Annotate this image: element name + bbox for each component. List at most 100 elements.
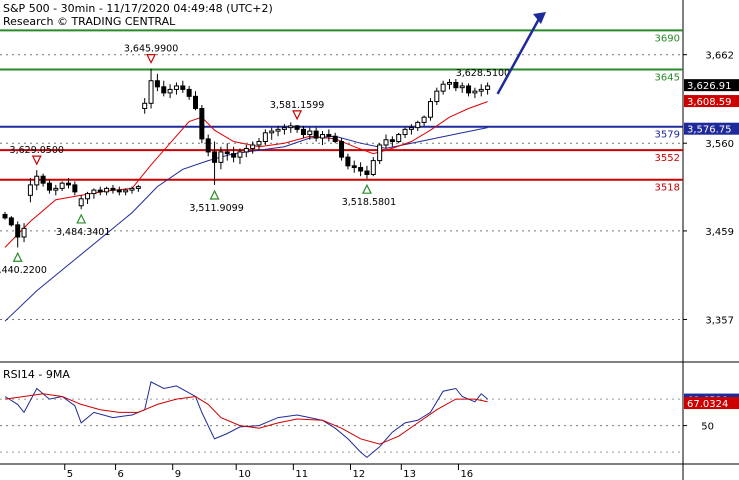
candle-body [148,80,154,104]
candle-body [142,102,148,110]
date-tick-label: 11 [295,469,308,480]
level-label: 3552 [655,153,680,164]
candle-body [377,144,383,162]
low-label: 3,518.5801 [342,197,396,208]
high-label: 3,645.9900 [124,44,178,55]
candle-body [281,127,287,130]
level-lines: 3690 3645 3579 3552 3518 [0,29,683,194]
candle-body [135,186,141,189]
low-label: 3,511.9099 [189,203,243,214]
date-axis: 5 6 9 10 11 12 13 16 [64,464,473,480]
candle-body [243,147,249,153]
level-label: 3518 [655,183,680,194]
candle-body [262,132,268,143]
candle-body [389,139,395,143]
chart-source: Research © TRADING CENTRAL [3,15,176,28]
price-axis: 3,357 3,459 3,560 3,662 3,626.91 3,608.59 3,57… [683,51,739,326]
price-tick-label: 3,560 [705,139,734,150]
candle-body [2,213,8,219]
candle-body [27,184,33,196]
price-tag [684,122,739,135]
candlesticks [2,68,491,248]
candle-body [21,227,27,238]
grid-lines [0,54,683,453]
candle-body [224,151,230,155]
projection-arrow [496,16,542,95]
candle-body [186,88,192,97]
candle-body [91,189,97,195]
candle-body [199,108,205,140]
candle-body [180,85,186,90]
high-label: 3,629.0500 [10,145,64,156]
ma-slow-line [4,127,488,322]
high-marker [292,110,303,121]
date-tick-label: 16 [460,469,473,480]
candle-body [434,90,440,103]
candle-body [46,182,52,191]
candle-body [307,130,313,136]
candle-body [275,128,281,132]
candle-body [161,86,167,94]
price-tag-label: 3,608.59 [687,97,732,108]
candle-body [453,81,459,89]
candle-body [40,175,46,184]
candle-body [421,116,427,123]
candle-body [478,88,484,92]
candle-body [116,189,122,193]
candle-body [339,141,345,158]
price-tick-label: 3,459 [705,227,734,238]
candle-body [320,134,325,139]
rsi-panel: 5069.652967.0324 [4,381,739,459]
candle-body [358,167,364,172]
candle-body [78,198,84,207]
candle-body [288,125,294,129]
low-marker [209,189,220,200]
candle-body [370,160,376,175]
price-tag [684,79,739,92]
rsi-series-line [4,381,488,459]
price-label: 3,628.5100 [456,68,510,79]
low-marker [12,251,23,262]
low-label: 3,440.2200 [0,265,47,276]
candle-body [97,189,103,193]
level-label: 3579 [655,130,680,141]
candle-body [326,134,332,137]
date-tick-label: 13 [403,469,416,480]
price-tick-label: 3,357 [705,315,734,326]
high-marker [31,155,42,166]
chart-title: S&P 500 - 30min - 11/17/2020 04:49:48 (U… [3,2,273,15]
candle-body [485,85,491,90]
level-label: 3645 [655,72,680,83]
candle-body [193,95,198,110]
candle-body [173,85,179,90]
candle-body [332,135,338,143]
date-tick-label: 5 [67,469,73,480]
candle-body [256,141,262,146]
candle-body [396,134,402,143]
candle-body [8,217,14,226]
candle-body [351,165,357,169]
high-label: 3,581.1599 [270,100,324,111]
candle-body [447,81,452,85]
candle-body [364,170,370,175]
rsi-series-line [4,393,488,445]
price-tag [684,95,739,108]
high-marker [146,53,157,64]
rsi-tag-label: 67.0324 [687,399,728,410]
candle-body [205,138,211,153]
candle-body [218,151,224,163]
candle-body [154,80,160,88]
date-tick-label: 12 [353,469,366,480]
candle-body [383,139,389,146]
candle-body [472,90,478,94]
date-tick-label: 9 [175,469,181,480]
candle-body [66,182,71,186]
candle-body [294,125,300,130]
candle-body [59,182,65,189]
candle-body [313,130,319,139]
candle-body [123,189,129,193]
rsi-tick-label: 50 [701,422,714,433]
candle-body [167,88,173,94]
